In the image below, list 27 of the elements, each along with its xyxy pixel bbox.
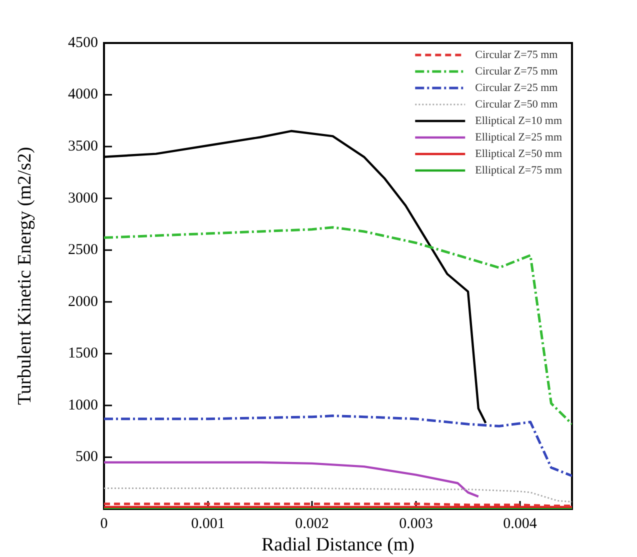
line-series xyxy=(104,488,572,502)
y-tick-label: 3500 xyxy=(68,138,98,154)
legend-label: Elliptical Z=50 mm xyxy=(475,148,562,160)
y-tick-label: 4000 xyxy=(68,86,98,103)
x-tick-label: 0.001 xyxy=(191,516,225,532)
y-tick-label: 4500 xyxy=(68,34,98,51)
y-axis-title: Turbulent Kinetic Energy (m2/s2) xyxy=(14,146,36,406)
y-tick-label: 2000 xyxy=(68,294,98,310)
x-tick-label: 0.003 xyxy=(399,516,433,532)
x-tick-label: 0.002 xyxy=(295,516,329,532)
y-tick-label: 2500 xyxy=(68,242,98,258)
y-tick-label: 3000 xyxy=(68,190,98,206)
legend-label: Elliptical Z=75 mm xyxy=(475,164,562,176)
x-axis-title: Radial Distance (m) xyxy=(261,534,415,556)
line-series xyxy=(104,414,572,478)
x-tick-label: 0.004 xyxy=(503,516,538,532)
legend-label: Elliptical Z=25 mm xyxy=(475,131,562,144)
line-series xyxy=(104,226,572,426)
legend-label: Circular Z=25 mm xyxy=(475,82,558,94)
x-tick-label: 0 xyxy=(100,516,108,532)
legend-label: Elliptical Z=10 mm xyxy=(475,114,562,127)
y-tick-label: 1000 xyxy=(68,397,98,414)
y-tick-label: 500 xyxy=(76,449,98,466)
y-tick-label: 1500 xyxy=(68,346,98,362)
legend-label: Circular Z=50 mm xyxy=(475,98,558,110)
legend-label: Circular Z=75 mm xyxy=(475,48,558,61)
legend-label: Circular Z=75 mm xyxy=(475,65,558,78)
